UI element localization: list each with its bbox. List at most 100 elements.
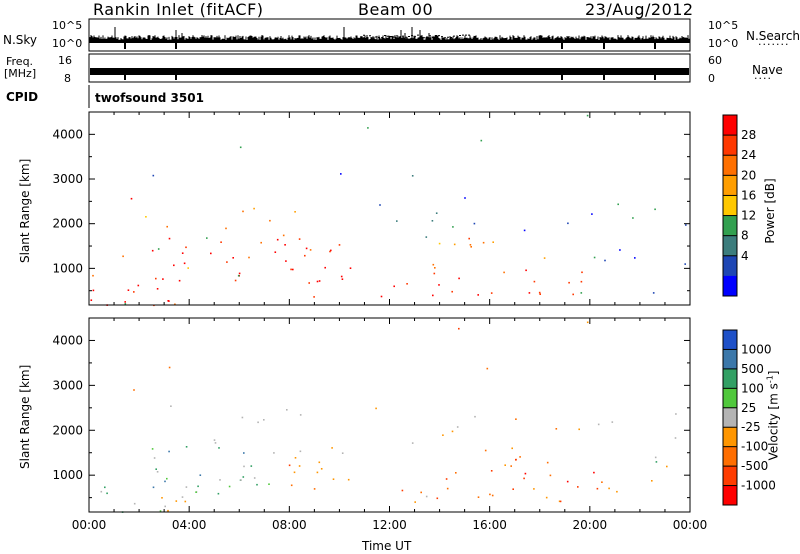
data-cell xyxy=(490,292,493,294)
data-cell xyxy=(152,486,155,489)
data-cell xyxy=(555,428,558,430)
data-cell xyxy=(184,500,187,503)
data-cell xyxy=(491,494,494,497)
data-cell xyxy=(420,491,422,494)
data-cell xyxy=(168,366,171,369)
data-cell xyxy=(492,241,494,243)
data-cell xyxy=(684,263,686,265)
data-cell xyxy=(367,127,369,129)
beam-label: Beam 00 xyxy=(358,0,434,19)
data-cell xyxy=(268,483,270,485)
data-cell xyxy=(127,289,130,291)
data-cell xyxy=(316,280,319,283)
data-cell xyxy=(523,477,525,480)
data-cell xyxy=(228,485,231,488)
data-cell xyxy=(305,247,308,250)
data-cell xyxy=(675,413,677,415)
data-cell xyxy=(504,464,506,466)
data-cell xyxy=(411,175,414,177)
velocity-y-tick-label: 2000 xyxy=(52,423,83,437)
data-cell xyxy=(601,481,603,483)
power-y-tick-label: 4000 xyxy=(52,127,83,141)
velocity-colorbar-segment xyxy=(723,368,737,389)
data-cell xyxy=(452,226,454,228)
data-cell xyxy=(197,485,199,488)
data-cell xyxy=(685,224,687,226)
data-cell xyxy=(185,446,188,448)
data-cell xyxy=(313,488,316,490)
data-cell xyxy=(273,452,275,454)
data-cell xyxy=(206,237,208,239)
data-cell xyxy=(654,456,657,459)
data-cell xyxy=(436,497,439,500)
data-cell xyxy=(250,465,253,467)
data-cell xyxy=(515,459,517,461)
data-cell xyxy=(92,274,94,277)
data-cell xyxy=(634,257,636,259)
data-cell xyxy=(451,290,453,293)
data-cell xyxy=(185,486,188,488)
data-cell xyxy=(586,321,589,324)
data-cell xyxy=(581,271,583,274)
data-cell xyxy=(558,500,561,503)
power-y-tick-label: 2000 xyxy=(52,217,83,231)
data-cell xyxy=(591,213,593,215)
data-cell xyxy=(654,208,656,211)
velocity-y-tick-label: 4000 xyxy=(52,333,83,347)
data-cell xyxy=(168,237,171,240)
data-cell xyxy=(329,250,331,253)
data-cell xyxy=(226,261,228,263)
data-cell xyxy=(293,471,296,474)
power-colorbar-label: 28 xyxy=(741,128,756,142)
velocity-colorbar-segment xyxy=(723,349,737,370)
data-cell xyxy=(299,450,302,453)
nsearch-tick-top: 10^5 xyxy=(708,19,739,32)
data-cell xyxy=(482,241,485,244)
data-cell xyxy=(458,327,460,330)
data-cell xyxy=(234,279,237,282)
power-colorbar-segment xyxy=(723,275,737,297)
data-cell xyxy=(214,442,217,444)
power-colorbar-label: 8 xyxy=(741,229,749,243)
data-cell xyxy=(133,502,136,505)
power-colorbar-segment xyxy=(723,175,737,196)
data-cell xyxy=(173,264,175,267)
data-cell xyxy=(288,464,291,467)
data-cell xyxy=(167,509,169,512)
data-cell xyxy=(539,293,541,295)
nsearch-tick-bottom: 10^0 xyxy=(708,37,739,50)
data-cell xyxy=(433,272,436,275)
data-cell xyxy=(464,197,466,199)
nave-tick-top: 60 xyxy=(708,54,722,67)
data-cell xyxy=(220,241,222,243)
data-cell xyxy=(218,447,220,449)
velocity-colorbar-segment xyxy=(723,446,737,467)
data-cell xyxy=(375,407,377,410)
velocity-colorbar-segment xyxy=(723,427,737,448)
freq-label: Freq. xyxy=(6,55,34,68)
data-cell xyxy=(435,212,438,214)
data-cell xyxy=(253,477,256,479)
velocity-colorbar-label: -500 xyxy=(741,459,768,473)
nsky-label: N.Sky xyxy=(3,33,38,47)
data-cell xyxy=(468,237,470,240)
data-cell xyxy=(338,244,341,246)
data-cell xyxy=(566,480,569,483)
data-cell xyxy=(243,465,245,468)
data-cell xyxy=(276,238,279,241)
power-colorbar-segment xyxy=(723,195,737,216)
data-cell xyxy=(593,256,596,259)
velocity-colorbar-frame xyxy=(722,329,738,506)
power-colorbar-label: 16 xyxy=(741,188,756,202)
data-cell xyxy=(298,465,301,467)
data-cell xyxy=(195,491,197,493)
velocity-colorbar-segment xyxy=(723,330,737,350)
velocity-colorbar-label: 25 xyxy=(741,401,756,415)
data-cell xyxy=(309,249,312,251)
nave-dotted-key: ···· xyxy=(754,72,772,85)
power-colorbar-label: 20 xyxy=(741,168,756,182)
data-cell xyxy=(456,426,459,428)
data-cell xyxy=(332,478,335,480)
data-cell xyxy=(401,489,404,492)
data-cell xyxy=(666,465,668,468)
